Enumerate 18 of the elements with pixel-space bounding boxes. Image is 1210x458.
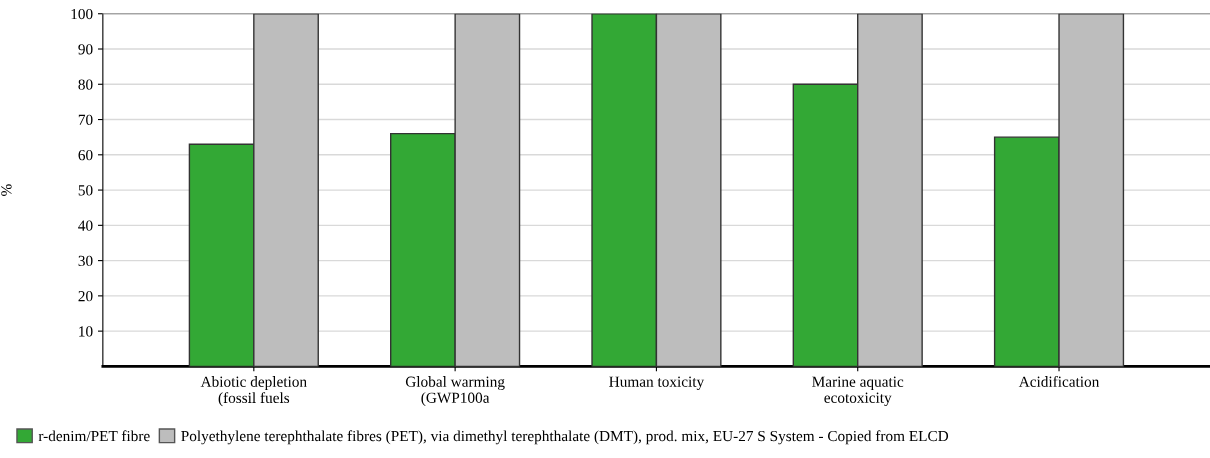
y-tick-label: 30 bbox=[78, 255, 93, 267]
y-tick-label: 50 bbox=[78, 185, 93, 196]
y-tick-label: 70 bbox=[78, 114, 93, 125]
y-tick-label: 80 bbox=[78, 79, 93, 90]
y-tick-label: 20 bbox=[78, 291, 93, 302]
y-tick-label: 40 bbox=[78, 220, 93, 231]
x-tick-label: Marine aquatic ecotoxicity bbox=[812, 376, 904, 406]
x-tick-label: Acidification bbox=[1018, 375, 1100, 387]
y-tick-label: 90 bbox=[78, 44, 93, 55]
y-axis-title: % bbox=[1, 184, 12, 196]
x-tick-label: Abiotic depletion (fossil fuels bbox=[200, 376, 307, 407]
x-tick-label: Human toxicity bbox=[609, 376, 705, 390]
y-tick-label: 100 bbox=[71, 8, 93, 20]
x-tick-label: Global warming (GWP100a bbox=[405, 376, 505, 406]
y-tick-label: 60 bbox=[78, 149, 93, 161]
y-tick-label: 10 bbox=[79, 326, 93, 337]
legend-label: r-denim/PET fibre bbox=[38, 430, 150, 442]
legend-label: Polyethylene terephthalate fibres (PET), via dimethyl terephthalate (DMT), prod. mix, EU-27 S System - Copied from ELCD bbox=[181, 430, 949, 445]
